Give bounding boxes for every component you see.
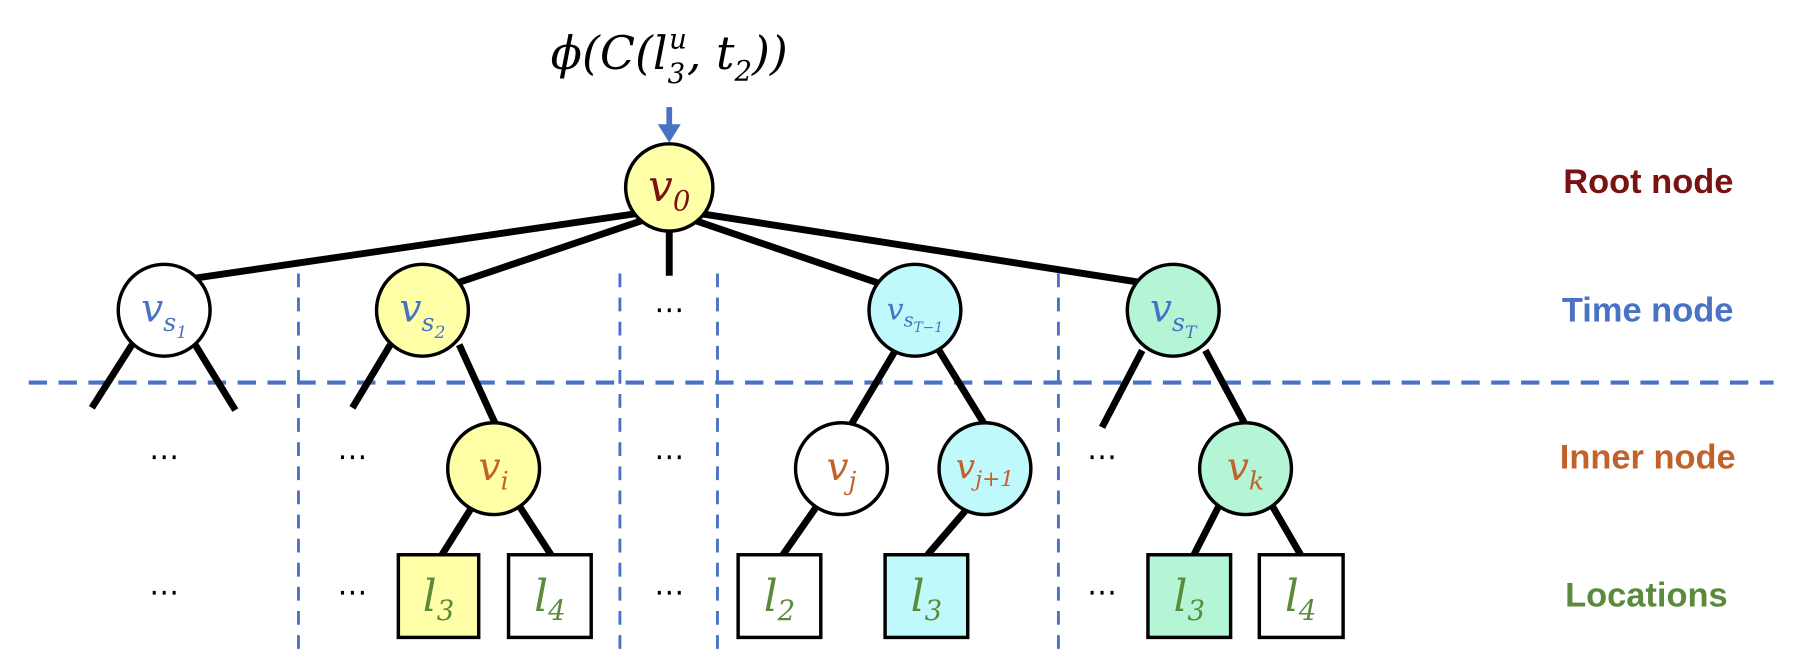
- location-box: l4: [506, 553, 593, 640]
- time-node: vsT−1: [867, 262, 963, 358]
- svg-text:vsT: vsT: [1150, 287, 1198, 343]
- locations-label: Locations: [1565, 576, 1728, 614]
- svg-text:vk: vk: [1227, 445, 1264, 495]
- inner-node: vi: [445, 421, 542, 517]
- time-node: vs2: [374, 262, 471, 358]
- svg-text:l3: l3: [423, 572, 454, 627]
- svg-text:l3: l3: [1174, 572, 1205, 627]
- location-box: l3: [1146, 553, 1233, 640]
- svg-text:vs2: vs2: [399, 287, 445, 343]
- svg-text:v0: v0: [648, 162, 690, 217]
- root-node: v0: [623, 142, 715, 233]
- ellipsis: ⋯: [1087, 439, 1117, 474]
- inner-node-label: Inner node: [1560, 439, 1736, 477]
- ellipsis: ⋯: [654, 575, 684, 610]
- svg-text:l4: l4: [534, 572, 565, 627]
- svg-text:vj+1: vj+1: [956, 447, 1014, 492]
- inner-node: vj: [793, 421, 890, 517]
- location-box: l3: [396, 553, 481, 640]
- ellipsis: ⋯: [654, 292, 684, 327]
- input-formula: ϕ(C(l3u, t2)): [551, 24, 788, 90]
- svg-text:vsT−1: vsT−1: [887, 292, 943, 336]
- time-node: vsT: [1125, 262, 1221, 358]
- time-node: vs1: [116, 262, 212, 358]
- ellipsis: ⋯: [654, 439, 684, 474]
- ellipsis: ⋯: [338, 439, 368, 474]
- inner-node: vk: [1197, 421, 1294, 517]
- time-node-label: Time node: [1562, 292, 1734, 330]
- ellipsis: ⋯: [149, 439, 179, 474]
- tree-edges: [88, 209, 1304, 558]
- inner-node: vj+1: [937, 421, 1033, 517]
- svg-text:vj: vj: [827, 445, 857, 495]
- location-box: l3: [883, 553, 970, 640]
- down-arrow-icon: [657, 107, 681, 143]
- ellipsis: ⋯: [149, 575, 179, 610]
- svg-text:vi: vi: [479, 445, 509, 495]
- ellipsis: ⋯: [338, 575, 368, 610]
- location-box: l2: [736, 553, 823, 640]
- svg-text:l3: l3: [911, 572, 942, 627]
- root-node-label: Root node: [1563, 163, 1733, 201]
- svg-text:vs1: vs1: [141, 287, 187, 343]
- location-box: l4: [1257, 553, 1345, 640]
- ellipsis: ⋯: [1087, 575, 1117, 610]
- svg-text:l4: l4: [1285, 572, 1316, 627]
- svg-text:l2: l2: [764, 572, 795, 627]
